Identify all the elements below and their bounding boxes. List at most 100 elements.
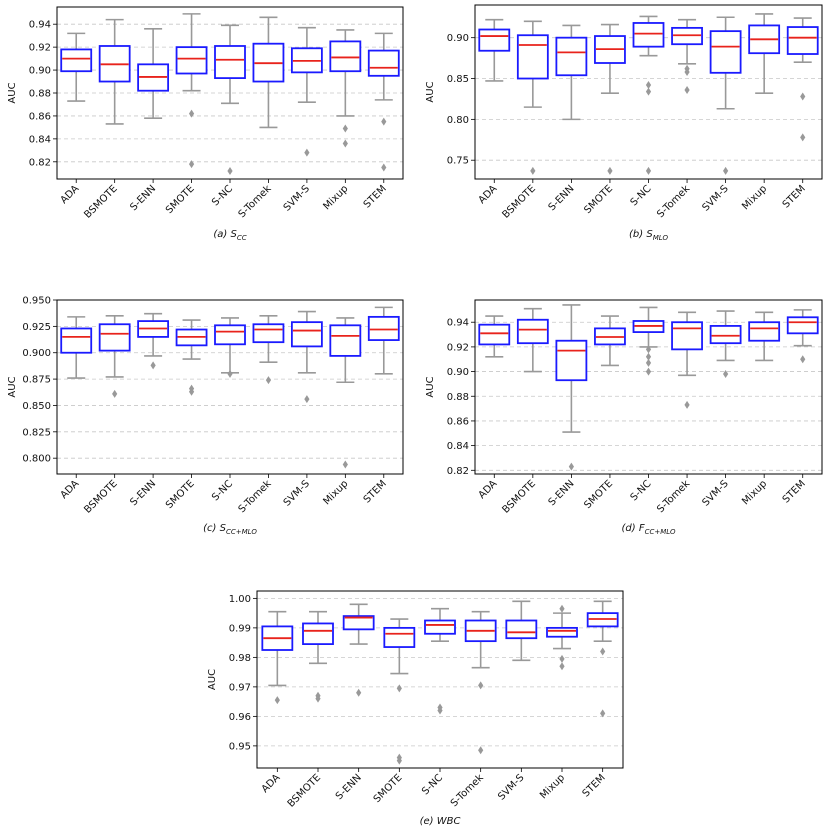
box-iqr	[98, 323, 131, 352]
box-iqr	[478, 28, 511, 52]
outlier-point	[559, 654, 565, 663]
box-iqr	[671, 321, 703, 351]
x-tick-label: S-ENN	[128, 183, 158, 213]
outlier-point	[645, 87, 652, 96]
box-mixup	[329, 29, 362, 148]
box-iqr	[329, 324, 362, 357]
box-s-tomek	[671, 311, 703, 409]
panel-5: 0.95 0.96 0.97 0.98 0.99 1.00 AUC ADA BSMOTE S-EN…	[207, 590, 624, 827]
box-svm-s	[505, 600, 538, 662]
box-stem	[786, 309, 819, 364]
x-tick-label: S-ENN	[128, 478, 158, 508]
outlier-point	[723, 166, 729, 175]
x-tick-label: S-ENN	[334, 772, 364, 802]
box-iqr	[367, 49, 400, 77]
box-iqr	[383, 626, 416, 648]
x-tick-label: SMOTE	[582, 478, 615, 511]
box-s-tomek	[671, 18, 703, 94]
outlier-point	[530, 166, 536, 175]
box-svm-s	[290, 310, 323, 404]
panel-3: 0.800 0.825 0.850 0.875 0.900 0.925 0.950 AUC AD…	[7, 296, 404, 536]
box-mixup	[748, 13, 781, 95]
y-tick-label: 1.00	[229, 594, 251, 605]
x-tick-label: BSMOTE	[286, 772, 323, 809]
x-tick-label: Mixup	[740, 478, 769, 507]
x-tick-label: BSMOTE	[501, 183, 538, 220]
outlier-point	[645, 367, 652, 376]
box-iqr	[60, 327, 93, 354]
outlier-point	[645, 358, 652, 367]
box-iqr	[555, 339, 588, 382]
y-tick-label: 0.800	[22, 454, 51, 465]
panel-caption: (a) SCC	[213, 229, 246, 242]
y-axis-label: AUC	[7, 82, 18, 103]
box-ada	[261, 610, 294, 705]
x-tick-label: S-NC	[210, 183, 235, 208]
outlier-point	[396, 756, 402, 765]
box-s-nc	[214, 24, 246, 175]
panel-caption: (d) FCC+MLO	[622, 523, 676, 536]
box-smote	[383, 618, 416, 765]
box-s-nc	[632, 15, 665, 175]
x-tick-label: S-Tomek	[237, 183, 274, 220]
x-tick-label: ADA	[59, 183, 82, 206]
box-iqr	[214, 45, 246, 79]
outlier-point	[188, 109, 195, 118]
y-tick-label: 0.90	[447, 367, 469, 378]
outlier-point	[559, 662, 565, 671]
outlier-point	[607, 166, 613, 175]
outlier-point	[227, 369, 233, 378]
box-bsmote	[98, 18, 131, 125]
y-tick-label: 0.92	[29, 43, 51, 54]
x-tick-label: Mixup	[538, 772, 567, 801]
box-mixup	[748, 311, 781, 362]
x-tick-label: STEM	[581, 772, 608, 799]
outlier-point	[645, 81, 652, 90]
box-iqr	[302, 622, 334, 646]
x-tick-label: S-ENN	[547, 478, 577, 508]
outlier-point	[227, 166, 233, 175]
y-axis-label: AUC	[425, 376, 436, 397]
x-tick-label: BSMOTE	[82, 478, 119, 515]
x-tick-label: STEM	[781, 183, 808, 210]
x-tick-label: S-NC	[629, 478, 654, 503]
box-iqr	[709, 30, 742, 74]
box-stem	[367, 306, 400, 375]
y-tick-label: 0.99	[229, 623, 251, 634]
outlier-point	[274, 696, 280, 705]
y-tick-label: 0.88	[447, 392, 469, 403]
y-tick-label: 0.84	[29, 134, 51, 145]
box-iqr	[60, 48, 93, 73]
x-tick-label: Mixup	[740, 183, 769, 212]
box-bsmote	[516, 20, 549, 175]
box-stem	[786, 17, 819, 142]
outlier-point	[684, 67, 690, 76]
box-iqr	[342, 615, 375, 631]
box-svm-s	[709, 16, 742, 175]
x-tick-label: S-ENN	[547, 183, 577, 213]
box-iqr	[214, 324, 246, 346]
box-svm-s	[290, 26, 323, 157]
panel-caption: (b) SMLO	[629, 229, 668, 242]
box-iqr	[290, 321, 323, 348]
panel-2: 0.75 0.80 0.85 0.90 AUC ADA BSMOTE S-ENN SMOTE S-…	[425, 4, 823, 242]
y-tick-label: 0.950	[22, 296, 51, 307]
box-ada	[478, 18, 511, 82]
outlier-point	[396, 684, 402, 693]
box-bsmote	[516, 307, 549, 373]
box-svm-s	[709, 310, 742, 379]
y-tick-label: 0.80	[447, 115, 469, 126]
x-tick-label: SVM-S	[700, 183, 730, 213]
panel-caption: (c) SCC+MLO	[203, 523, 257, 536]
axes-frame	[256, 590, 624, 769]
outlier-point	[381, 163, 387, 172]
outlier-point	[342, 460, 348, 469]
outlier-point	[800, 133, 806, 142]
x-tick-label: SMOTE	[582, 183, 615, 216]
x-tick-label: ADA	[477, 478, 500, 501]
y-tick-label: 0.850	[22, 401, 51, 412]
outlier-point	[437, 706, 443, 715]
box-iqr	[516, 318, 549, 345]
y-tick-label: 0.900	[22, 348, 51, 359]
